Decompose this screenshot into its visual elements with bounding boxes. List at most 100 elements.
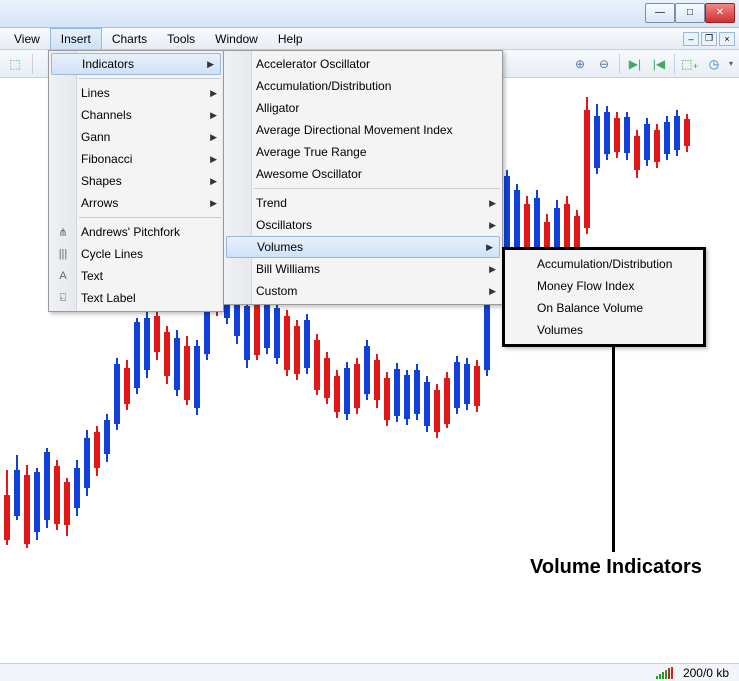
- menu-tools[interactable]: Tools: [157, 28, 205, 49]
- minimize-button[interactable]: —: [645, 3, 675, 23]
- indicators-submenu: Accelerator Oscillator Accumulation/Distr…: [223, 50, 503, 305]
- submenu-arrow-icon: ▶: [210, 154, 217, 165]
- mdi-controls: – ❐ ×: [683, 28, 739, 49]
- dropdown-arrow-icon[interactable]: ▾: [729, 59, 733, 68]
- new-chart-icon[interactable]: ⬚: [6, 55, 24, 73]
- zoom-in-icon[interactable]: ⊕: [571, 55, 589, 73]
- auto-scroll-icon[interactable]: |◀: [650, 55, 668, 73]
- menu-item-label: Oscillators: [256, 218, 312, 232]
- submenu-arrow-icon: ▶: [489, 264, 496, 275]
- indicators-menu-item[interactable]: Average True Range: [224, 141, 502, 163]
- mdi-restore[interactable]: ❐: [701, 32, 717, 46]
- menu-item-label: Lines: [81, 86, 110, 100]
- volumes-menu-item[interactable]: Accumulation/Distribution: [505, 253, 703, 275]
- insert-menu-item[interactable]: Arrows▶: [49, 192, 223, 214]
- insert-menu-item[interactable]: ⍇ Text Label: [49, 287, 223, 309]
- maximize-button[interactable]: □: [675, 3, 705, 23]
- indicators-menu-item[interactable]: Volumes ▶: [226, 236, 500, 258]
- toolbar-separator: [674, 54, 675, 74]
- indicators-menu-item[interactable]: Average Directional Movement Index: [224, 119, 502, 141]
- menu-item-label: Alligator: [256, 101, 299, 115]
- menu-item-label: Custom: [256, 284, 297, 298]
- submenu-arrow-icon: ▶: [489, 220, 496, 231]
- volumes-submenu: Accumulation/Distribution Money Flow Inde…: [502, 247, 706, 347]
- insert-menu-item[interactable]: Fibonacci▶: [49, 148, 223, 170]
- insert-menu-item[interactable]: Channels▶: [49, 104, 223, 126]
- menu-item-label: Text: [81, 269, 103, 283]
- insert-menu-item[interactable]: Shapes▶: [49, 170, 223, 192]
- volumes-menu-item[interactable]: Volumes: [505, 319, 703, 341]
- menu-item-label: Arrows: [81, 196, 118, 210]
- indicators-menu-item[interactable]: Accelerator Oscillator: [224, 53, 502, 75]
- indicators-menu-item[interactable]: Oscillators ▶: [224, 214, 502, 236]
- periodicity-icon[interactable]: ◷: [705, 55, 723, 73]
- window-titlebar: — □ ✕: [0, 0, 739, 28]
- menu-item-label: Gann: [81, 130, 110, 144]
- close-icon: ✕: [716, 8, 724, 18]
- insert-menu-item[interactable]: A Text: [49, 265, 223, 287]
- mdi-close[interactable]: ×: [719, 32, 735, 46]
- volumes-menu-item[interactable]: Money Flow Index: [505, 275, 703, 297]
- menu-separator: [79, 217, 221, 218]
- annotation-label: Volume Indicators: [530, 556, 702, 579]
- submenu-arrow-icon: ▶: [486, 242, 493, 253]
- menu-item-label: Awesome Oscillator: [256, 167, 362, 181]
- zoom-out-icon[interactable]: ⊖: [595, 55, 613, 73]
- menu-item-icon: |||: [55, 248, 71, 260]
- menu-item-label: Channels: [81, 108, 132, 122]
- close-button[interactable]: ✕: [705, 3, 735, 23]
- menu-item-label: Text Label: [81, 291, 136, 305]
- menu-insert[interactable]: Insert: [50, 28, 102, 49]
- menu-item-label: On Balance Volume: [537, 301, 643, 315]
- connection-status: 200/0 kb: [683, 666, 729, 680]
- insert-menu-item[interactable]: ||| Cycle Lines: [49, 243, 223, 265]
- submenu-arrow-icon: ▶: [489, 286, 496, 297]
- maximize-icon: □: [687, 8, 693, 18]
- menu-separator: [79, 78, 221, 79]
- insert-menu-item[interactable]: Gann ▶: [49, 126, 223, 148]
- submenu-arrow-icon: ▶: [210, 88, 217, 99]
- window-controls: — □ ✕: [641, 0, 739, 27]
- indicators-menu-item[interactable]: Awesome Oscillator: [224, 163, 502, 185]
- menu-view[interactable]: View: [4, 28, 50, 49]
- indicators-menu-item[interactable]: Bill Williams ▶: [224, 258, 502, 280]
- volumes-menu-item[interactable]: On Balance Volume: [505, 297, 703, 319]
- menu-item-icon: ⋔: [55, 226, 71, 239]
- menu-item-label: Volumes: [257, 240, 303, 254]
- insert-menu-item[interactable]: ⋔ Andrews' Pitchfork: [49, 221, 223, 243]
- minimize-icon: —: [655, 8, 665, 18]
- menu-item-label: Shapes: [81, 174, 122, 188]
- mdi-minimize[interactable]: –: [683, 32, 699, 46]
- menu-item-label: Volumes: [537, 323, 583, 337]
- submenu-arrow-icon: ▶: [489, 198, 496, 209]
- menu-help[interactable]: Help: [268, 28, 313, 49]
- menu-item-icon: ⍇: [55, 292, 71, 305]
- menu-charts[interactable]: Charts: [102, 28, 157, 49]
- menu-item-label: Cycle Lines: [81, 247, 143, 261]
- connection-icon: [656, 667, 673, 679]
- indicators-menu-item[interactable]: Trend ▶: [224, 192, 502, 214]
- menu-item-label: Andrews' Pitchfork: [81, 225, 180, 239]
- insert-menu-item[interactable]: Indicators ▶: [51, 53, 221, 75]
- menu-item-label: Indicators: [82, 57, 134, 71]
- menu-item-label: Money Flow Index: [537, 279, 634, 293]
- toolbar-separator: [619, 54, 620, 74]
- menu-item-label: Accumulation/Distribution: [256, 79, 391, 93]
- statusbar: 200/0 kb: [0, 663, 739, 681]
- menu-separator: [254, 188, 500, 189]
- chart-shift-icon[interactable]: ▶|: [626, 55, 644, 73]
- menu-item-label: Bill Williams: [256, 262, 320, 276]
- indicators-menu-item[interactable]: Alligator: [224, 97, 502, 119]
- indicators-menu-item[interactable]: Custom ▶: [224, 280, 502, 302]
- insert-menu-item[interactable]: Lines ▶: [49, 82, 223, 104]
- menu-item-label: Average True Range: [256, 145, 367, 159]
- submenu-arrow-icon: ▶: [210, 132, 217, 143]
- menu-item-icon: A: [55, 270, 71, 282]
- indicators-menu-item[interactable]: Accumulation/Distribution: [224, 75, 502, 97]
- menu-item-label: Trend: [256, 196, 287, 210]
- add-indicator-icon[interactable]: ⬚₊: [681, 55, 699, 73]
- insert-dropdown-menu: Indicators▶Lines▶Channels▶Gann▶Fibonacci…: [48, 50, 224, 312]
- menubar: View Insert Charts Tools Window Help – ❐…: [0, 28, 739, 50]
- menu-window[interactable]: Window: [205, 28, 268, 49]
- submenu-arrow-icon: ▶: [207, 59, 214, 70]
